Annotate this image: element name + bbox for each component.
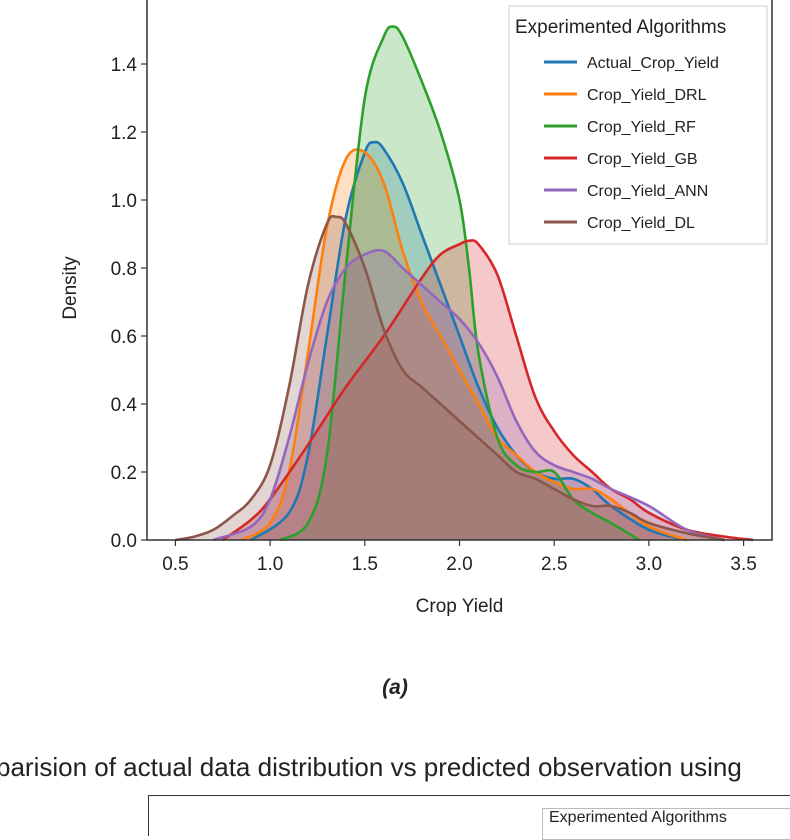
next-figure-legend: Experimented Algorithms [542,808,790,840]
next-figure-title: parision of actual data distribution vs … [0,752,742,782]
legend: Experimented Algorithms Actual_Crop_Yiel… [508,5,768,245]
density-chart: 0.5 1.0 1.5 2.0 2.5 3.0 3.5 0.0 0.2 0.4 0.6 0.8 1.0… [60,0,773,617]
y-tick-label: 0.8 [111,259,137,280]
series-area-crop-yield-drl [241,149,687,540]
x-tick-label: 1.5 [352,554,378,575]
legend-label-crop-yield-ann: Crop_Yield_ANN [587,183,708,200]
x-tick-label: 3.5 [730,554,756,575]
y-tick-label: 0.4 [111,395,138,416]
series-line-crop-yield-ann [212,248,726,542]
x-axis-ticks: 0.5 1.0 1.5 2.0 2.5 3.0 3.5 [162,540,757,575]
y-tick-label: 1.4 [111,55,138,76]
y-tick-label: 0.0 [111,531,137,552]
y-tick-label: 0.2 [111,463,137,484]
y-tick-label: 0.6 [111,327,137,348]
series-area-crop-yield-gb [222,240,754,541]
y-axis-label: Density [60,256,81,320]
legend-label-actual-crop-yield: Actual_Crop_Yield [587,55,719,72]
figure-caption: (a) [382,676,408,699]
x-axis-label: Crop Yield [416,596,504,617]
y-axis-ticks: 0.0 0.2 0.4 0.6 0.8 1.0 1.2 1.4 [111,55,147,552]
legend-label-crop-yield-rf: Crop_Yield_RF [587,119,696,136]
legend-label-crop-yield-gb: Crop_Yield_GB [587,151,698,168]
series-area-crop-yield-dl [175,216,725,540]
x-tick-label: 1.0 [257,554,283,575]
series-line-crop-yield-drl [241,148,688,542]
x-tick-label: 0.5 [162,554,188,575]
series-line-actual-crop-yield [250,140,688,542]
x-tick-label: 2.5 [541,554,567,575]
series-line-crop-yield-dl [175,214,725,542]
x-tick-label: 2.0 [446,554,472,575]
legend-label-crop-yield-dl: Crop_Yield_DL [587,215,695,232]
legend-title: Experimented Algorithms [515,17,726,38]
y-tick-label: 1.0 [111,191,137,212]
legend-label-crop-yield-drl: Crop_Yield_DRL [587,87,707,104]
series-lines [175,25,754,542]
x-tick-label: 3.0 [636,554,662,575]
y-tick-label: 1.2 [111,123,137,144]
next-figure-frame [148,795,790,836]
series-area-actual-crop-yield [251,142,687,540]
series-line-crop-yield-gb [222,239,754,542]
